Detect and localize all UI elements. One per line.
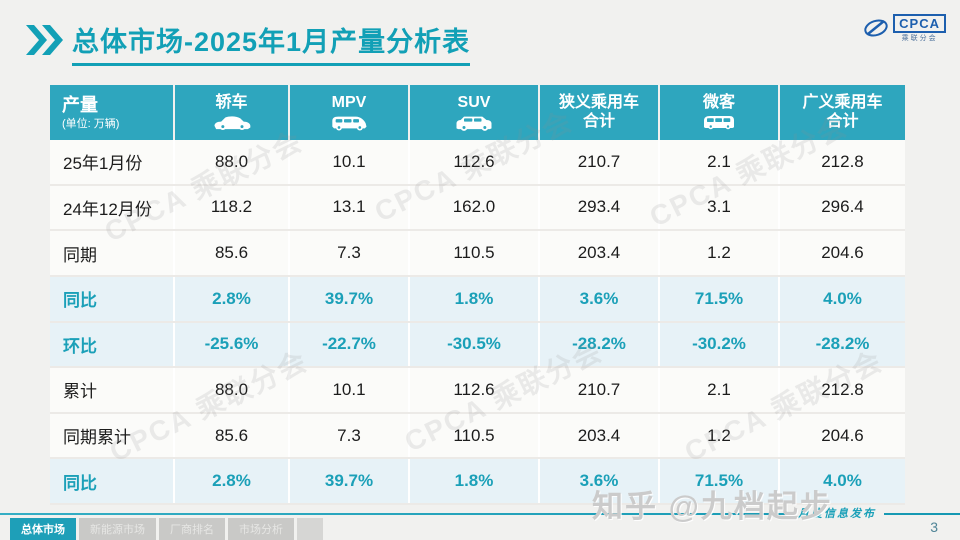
row-label: 累计 xyxy=(50,368,175,412)
table-cell: 71.5% xyxy=(660,276,780,321)
row-label: 同比 xyxy=(50,276,175,321)
table-cell: 2.1 xyxy=(660,140,780,184)
table-cell: -30.2% xyxy=(660,322,780,367)
table-cell: 112.6 xyxy=(410,368,540,412)
table-cell: 4.0% xyxy=(780,459,905,503)
table-cell: -28.2% xyxy=(780,322,905,367)
table-cell: 3.1 xyxy=(660,185,780,230)
table-row: 环比 -25.6% -22.7% -30.5% -28.2% -30.2% -28.2% xyxy=(50,322,905,369)
table-header-row: 产量 (单位: 万辆) 轿车 MPV SUV 狭义乘用车 合计 微客 广义乘用车 合计 xyxy=(50,85,905,140)
row-label: 同比 xyxy=(50,459,175,503)
row-label: 同期 xyxy=(50,231,175,275)
footer-tab-manufacturer-ranking[interactable]: 厂商排名 xyxy=(159,518,225,540)
table-cell: 110.5 xyxy=(410,413,540,458)
table-cell: 39.7% xyxy=(290,276,410,321)
table-cell: 203.4 xyxy=(540,413,660,458)
table-cell: 204.6 xyxy=(780,231,905,275)
production-table: 产量 (单位: 万辆) 轿车 MPV SUV 狭义乘用车 合计 微客 广义乘用车 合计 25年… xyxy=(50,85,905,505)
table-body: 25年1月份 88.0 10.1 112.6 210.7 2.1 212.8 24年12月份 1… xyxy=(50,140,905,505)
table-cell: 210.7 xyxy=(540,140,660,184)
table-cell: 2.8% xyxy=(175,459,290,503)
cpca-logo-label: CPCA xyxy=(893,14,946,33)
column-header-microvan: 微客 xyxy=(660,85,780,140)
table-cell: 88.0 xyxy=(175,140,290,184)
table-cell: 13.1 xyxy=(290,185,410,230)
column-header-broad-pv-total: 广义乘用车 合计 xyxy=(780,85,905,140)
suv-icon xyxy=(454,114,494,131)
footer-divider-line xyxy=(0,513,960,515)
footer-tab-strip-extension xyxy=(297,518,323,540)
table-cell: 1.8% xyxy=(410,276,540,321)
volume-header-label: 产量 xyxy=(62,94,98,115)
page-number: 3 xyxy=(930,519,938,535)
table-cell: -25.6% xyxy=(175,322,290,367)
table-row: 24年12月份 118.2 13.1 162.0 293.4 3.1 296.4 xyxy=(50,185,905,232)
table-cell: 88.0 xyxy=(175,368,290,412)
footer-tab-overall-market[interactable]: 总体市场 xyxy=(10,518,76,540)
table-cell: 204.6 xyxy=(780,413,905,458)
table-cell: 1.2 xyxy=(660,231,780,275)
table-cell: 2.1 xyxy=(660,368,780,412)
table-cell: 2.8% xyxy=(175,276,290,321)
page-title: 总体市场-2025年1月产量分析表 xyxy=(72,20,471,66)
table-row: 同比 2.8% 39.7% 1.8% 3.6% 71.5% 4.0% xyxy=(50,459,905,505)
table-cell: 71.5% xyxy=(660,459,780,503)
table-cell: 7.3 xyxy=(290,413,410,458)
sedan-icon xyxy=(212,114,252,131)
cpca-logo-subtext: 乘联分会 xyxy=(901,35,938,42)
table-cell: 10.1 xyxy=(290,368,410,412)
row-label: 24年12月份 xyxy=(50,185,175,230)
footer-tabs: 总体市场 新能源市场 厂商排名 市场分析 xyxy=(10,518,323,540)
cpca-logo-text: CPCA 乘联分会 xyxy=(893,14,946,42)
table-cell: 162.0 xyxy=(410,185,540,230)
table-row: 同期 85.6 7.3 110.5 203.4 1.2 204.6 xyxy=(50,231,905,277)
table-cell: 1.8% xyxy=(410,459,540,503)
footer-tab-market-analysis[interactable]: 市场分析 xyxy=(228,518,294,540)
table-row: 累计 88.0 10.1 112.6 210.7 2.1 212.8 xyxy=(50,368,905,414)
table-cell: 3.6% xyxy=(540,459,660,503)
column-header-volume: 产量 (单位: 万辆) xyxy=(50,85,175,140)
mpv-icon xyxy=(329,114,369,131)
volume-unit-label: (单位: 万辆) xyxy=(62,117,120,130)
cpca-logo: CPCA 乘联分会 xyxy=(862,14,946,42)
table-cell: 296.4 xyxy=(780,185,905,230)
table-cell: 85.6 xyxy=(175,413,290,458)
table-cell: 10.1 xyxy=(290,140,410,184)
title-row: 总体市场-2025年1月产量分析表 xyxy=(24,20,471,66)
double-chevron-icon xyxy=(26,25,63,55)
column-header-suv: SUV xyxy=(410,85,540,140)
table-cell: 118.2 xyxy=(175,185,290,230)
table-row: 25年1月份 88.0 10.1 112.6 210.7 2.1 212.8 xyxy=(50,140,905,186)
table-cell: 203.4 xyxy=(540,231,660,275)
column-header-narrow-pv-total: 狭义乘用车 合计 xyxy=(540,85,660,140)
table-cell: 110.5 xyxy=(410,231,540,275)
table-cell: -22.7% xyxy=(290,322,410,367)
column-header-sedan: 轿车 xyxy=(175,85,290,140)
table-cell: 212.8 xyxy=(780,368,905,412)
table-cell: -30.5% xyxy=(410,322,540,367)
table-cell: 4.0% xyxy=(780,276,905,321)
microvan-icon xyxy=(701,114,737,131)
table-cell: 210.7 xyxy=(540,368,660,412)
table-cell: 7.3 xyxy=(290,231,410,275)
table-cell: 3.6% xyxy=(540,276,660,321)
table-cell: 1.2 xyxy=(660,413,780,458)
row-label: 环比 xyxy=(50,322,175,367)
cpca-swoosh-icon xyxy=(864,19,888,37)
zhihu-watermark: 知乎 @九档起步 xyxy=(592,489,833,524)
table-cell: 112.6 xyxy=(410,140,540,184)
table-cell: -28.2% xyxy=(540,322,660,367)
table-row: 同期累计 85.6 7.3 110.5 203.4 1.2 204.6 xyxy=(50,413,905,460)
row-label: 同期累计 xyxy=(50,413,175,458)
table-cell: 85.6 xyxy=(175,231,290,275)
row-label: 25年1月份 xyxy=(50,140,175,184)
footer-tab-nev-market[interactable]: 新能源市场 xyxy=(79,518,156,540)
table-row: 同比 2.8% 39.7% 1.8% 3.6% 71.5% 4.0% xyxy=(50,276,905,323)
table-cell: 39.7% xyxy=(290,459,410,503)
footer-ribbon-label: 月度信息发布 xyxy=(790,505,884,521)
table-cell: 212.8 xyxy=(780,140,905,184)
table-cell: 293.4 xyxy=(540,185,660,230)
column-header-mpv: MPV xyxy=(290,85,410,140)
